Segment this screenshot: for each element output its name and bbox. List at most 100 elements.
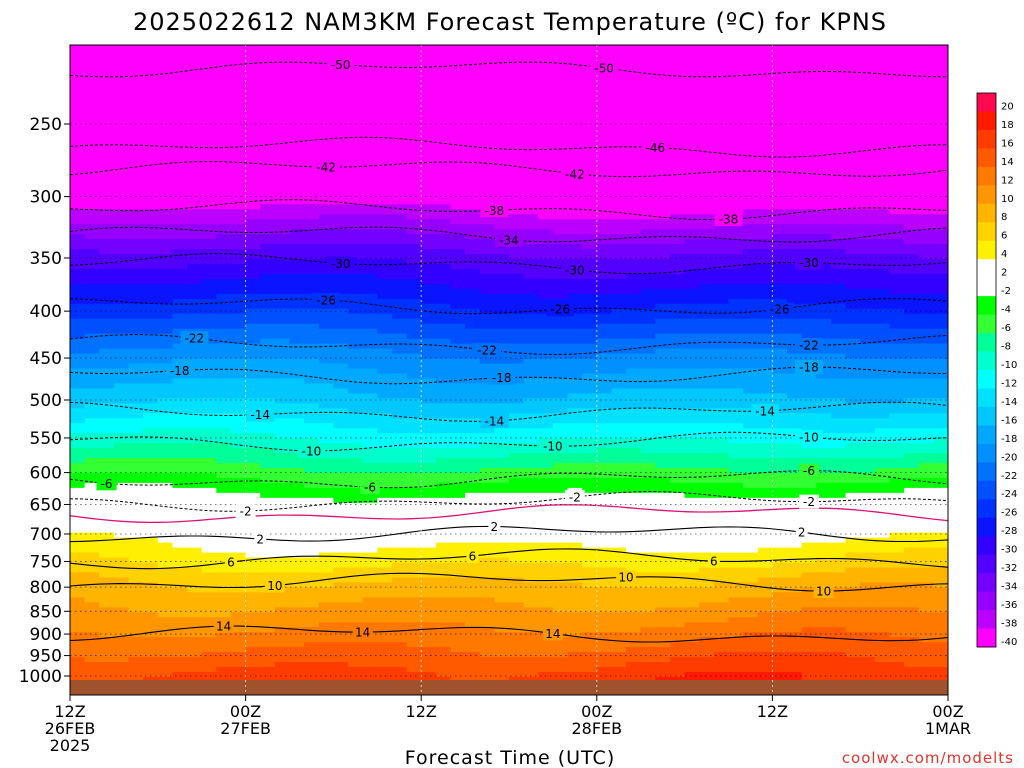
temperature-cell [509, 94, 525, 101]
temperature-cell [596, 577, 613, 584]
temperature-cell [391, 199, 408, 205]
temperature-cell [509, 254, 525, 260]
temperature-cell [84, 517, 100, 524]
temperature-cell [187, 662, 203, 668]
temperature-cell [70, 259, 86, 265]
temperature-cell [304, 463, 320, 469]
temperature-cell [494, 159, 510, 166]
temperature-cell [289, 472, 305, 479]
temperature-cell [377, 323, 393, 330]
temperature-cell [172, 572, 188, 579]
temperature-cell [596, 318, 613, 325]
temperature-cell [128, 318, 144, 325]
temperature-cell [391, 587, 408, 593]
temperature-cell [128, 159, 144, 166]
temperature-cell [157, 383, 174, 389]
temperature-cell [70, 104, 86, 111]
temperature-cell [523, 60, 539, 66]
temperature-cell [216, 413, 232, 419]
temperature-cell [172, 676, 188, 683]
temperature-cell [245, 174, 261, 181]
temperature-cell [509, 214, 525, 220]
temperature-cell [523, 647, 539, 653]
temperature-cell [552, 617, 569, 623]
temperature-cell [230, 472, 247, 479]
temperature-cell [245, 303, 261, 310]
temperature-cell [391, 239, 408, 245]
temperature-cell [128, 587, 144, 593]
temperature-cell [274, 259, 291, 265]
temperature-cell [421, 254, 437, 260]
temperature-cell [421, 149, 437, 156]
temperature-cell [626, 259, 642, 265]
temperature-cell [143, 214, 159, 220]
temperature-cell [509, 497, 525, 504]
temperature-cell [582, 597, 598, 603]
temperature-cell [70, 477, 86, 484]
temperature-cell [99, 65, 115, 71]
temperature-cell [567, 582, 583, 588]
temperature-cell [450, 577, 466, 584]
temperature-cell [421, 179, 437, 186]
temperature-cell [567, 249, 583, 255]
temperature-cell [172, 443, 188, 449]
temperature-cell [201, 60, 217, 66]
temperature-cell [348, 597, 364, 603]
temperature-cell [479, 283, 495, 290]
temperature-cell [391, 567, 408, 574]
temperature-cell [435, 527, 452, 534]
temperature-cell [391, 582, 408, 588]
temperature-cell [494, 318, 510, 325]
temperature-cell [391, 169, 408, 176]
temperature-cell [567, 338, 583, 345]
temperature-cell [450, 477, 466, 484]
temperature-cell [274, 328, 291, 335]
temperature-cell [362, 642, 378, 648]
temperature-cell [450, 443, 466, 449]
temperature-cell [552, 562, 569, 569]
temperature-cell [260, 288, 276, 295]
temperature-cell [582, 607, 598, 613]
temperature-cell [465, 378, 481, 385]
temperature-cell [552, 298, 569, 305]
temperature-cell [245, 567, 261, 574]
temperature-cell [216, 50, 232, 56]
temperature-cell [406, 597, 422, 603]
temperature-cell [216, 199, 232, 205]
temperature-cell [230, 622, 247, 628]
temperature-cell [435, 477, 452, 484]
temperature-cell [230, 542, 247, 549]
temperature-cell [201, 264, 217, 270]
temperature-cell [435, 273, 452, 280]
temperature-cell [274, 60, 291, 66]
temperature-cell [348, 497, 364, 504]
temperature-cell [143, 219, 159, 225]
temperature-cell [377, 219, 393, 225]
temperature-cell [465, 194, 481, 200]
temperature-cell [333, 667, 349, 673]
temperature-cell [245, 249, 261, 255]
temperature-cell [582, 517, 598, 524]
temperature-cell [421, 55, 437, 61]
temperature-cell [201, 273, 217, 280]
temperature-cell [230, 378, 247, 385]
temperature-cell [201, 667, 217, 673]
temperature-cell [567, 378, 583, 385]
temperature-cell [494, 637, 510, 643]
temperature-cell [113, 477, 130, 484]
temperature-cell [304, 239, 320, 245]
temperature-cell [582, 667, 598, 673]
temperature-cell [362, 353, 378, 360]
temperature-cell [509, 492, 525, 499]
temperature-cell [274, 522, 291, 529]
temperature-cell [494, 562, 510, 569]
temperature-cell [406, 209, 422, 215]
temperature-cell [201, 612, 217, 618]
temperature-cell [260, 667, 276, 673]
temperature-cell [304, 413, 320, 419]
temperature-cell [377, 65, 393, 71]
temperature-cell [509, 303, 525, 310]
temperature-cell [245, 244, 261, 250]
temperature-cell [230, 423, 247, 429]
temperature-cell [128, 99, 144, 106]
